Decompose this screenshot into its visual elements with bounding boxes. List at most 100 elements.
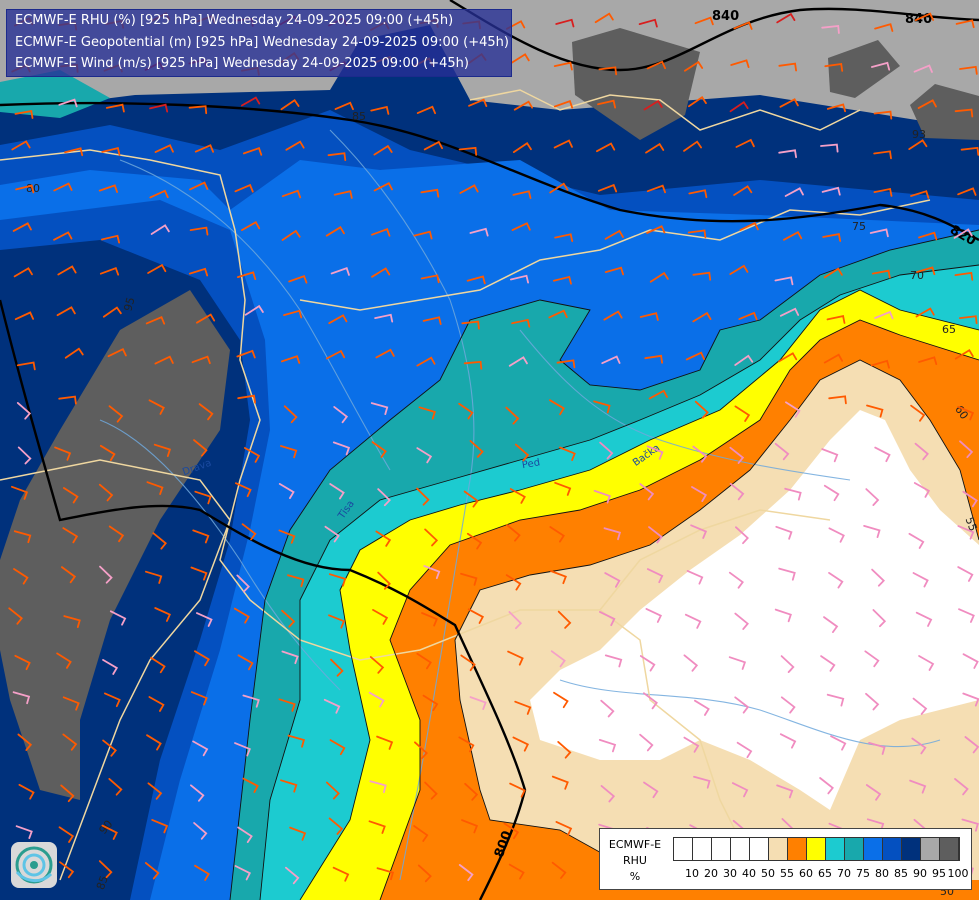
- wind-barb: [638, 18, 658, 28]
- wind-barb: [513, 100, 533, 111]
- wind-barb: [196, 313, 216, 324]
- wind-barb: [12, 222, 32, 232]
- wind-barb: [98, 184, 118, 193]
- wind-barb: [463, 360, 483, 370]
- wind-barb: [865, 488, 880, 506]
- wind-barb: [692, 271, 712, 281]
- legend-tick: 55: [780, 867, 794, 880]
- wind-barb: [374, 313, 394, 323]
- wind-barb: [376, 867, 395, 881]
- wind-barb: [509, 782, 526, 798]
- wind-barb: [146, 734, 162, 751]
- wind-barb: [371, 228, 391, 237]
- wind-barb: [469, 440, 484, 458]
- wind-barb: [58, 826, 75, 843]
- wind-barb: [600, 699, 615, 718]
- wind-barb: [604, 229, 624, 240]
- wind-barb: [15, 825, 33, 839]
- wind-barb: [863, 525, 881, 538]
- wind-barb: [326, 781, 340, 800]
- wind-barb: [418, 406, 436, 420]
- wind-barb: [549, 399, 565, 416]
- legend-swatch: [940, 838, 959, 860]
- wind-barb: [594, 12, 614, 24]
- wind-barb: [152, 532, 167, 550]
- wind-barb: [280, 445, 298, 459]
- wind-barb: [12, 691, 31, 705]
- wind-barb: [821, 25, 840, 34]
- wind-barb: [14, 654, 31, 671]
- wind-barb: [241, 523, 257, 541]
- wind-barb: [958, 608, 975, 623]
- wind-barb: [557, 610, 572, 629]
- wind-barb: [553, 139, 573, 149]
- wind-barb: [59, 861, 75, 879]
- wind-barb: [778, 149, 797, 159]
- wind-barb: [776, 12, 796, 24]
- wind-barb: [190, 784, 205, 802]
- wind-barb: [328, 573, 347, 587]
- wind-barb: [146, 481, 164, 495]
- wind-barb: [648, 389, 668, 400]
- wind-barb: [826, 693, 845, 707]
- wind-barb: [458, 864, 474, 882]
- wind-barb: [329, 739, 346, 756]
- wind-barb: [15, 184, 35, 194]
- wind-barb: [414, 741, 428, 760]
- wind-barb: [241, 220, 261, 231]
- wind-barb: [192, 740, 209, 757]
- wind-barb: [14, 110, 34, 119]
- wind-barb: [954, 108, 974, 118]
- wind-barb: [368, 691, 385, 708]
- wind-barb: [688, 189, 708, 199]
- wind-barb: [731, 782, 749, 798]
- wind-barb: [58, 395, 77, 405]
- wind-barb: [556, 359, 576, 369]
- wind-barb: [234, 865, 252, 881]
- wind-barb: [377, 571, 391, 590]
- wind-barb: [775, 525, 793, 540]
- wind-barb: [596, 142, 616, 153]
- wind-barb: [283, 405, 298, 424]
- wind-barb: [17, 733, 33, 751]
- wind-barb: [188, 267, 209, 277]
- legend-swatch: [712, 838, 731, 860]
- wind-barb: [325, 349, 346, 360]
- ecmwf-logo-icon: [11, 842, 57, 888]
- legend-tick: 20: [704, 867, 718, 880]
- legend-swatch: [769, 838, 788, 860]
- wind-barb: [416, 487, 430, 506]
- wind-barb: [780, 655, 795, 673]
- wind-barb: [593, 489, 611, 504]
- wind-barb: [193, 439, 208, 457]
- wind-barb: [108, 778, 123, 796]
- wind-barb: [778, 352, 798, 363]
- wind-barb: [599, 611, 616, 627]
- rhu-contour-label: 85: [94, 874, 111, 892]
- wind-barb: [870, 359, 890, 369]
- wind-barb: [953, 228, 973, 239]
- wind-barb: [102, 739, 117, 757]
- wind-barb: [8, 607, 23, 625]
- wind-barb: [369, 656, 385, 674]
- wind-barb: [871, 61, 891, 71]
- wind-barb: [11, 140, 31, 151]
- wind-barb: [685, 351, 705, 361]
- wind-barb: [918, 356, 938, 365]
- wind-barb: [784, 187, 804, 197]
- wind-barb: [244, 304, 264, 316]
- wind-barb: [58, 98, 78, 108]
- wind-barb: [424, 781, 438, 800]
- legend-swatch: [807, 838, 826, 860]
- wind-barb: [283, 309, 303, 319]
- wind-barb: [598, 66, 618, 76]
- wind-barb: [553, 61, 573, 71]
- wind-barb: [639, 483, 655, 501]
- wind-barb: [62, 696, 80, 711]
- wind-barb: [646, 60, 666, 70]
- wind-barb: [13, 530, 32, 544]
- wind-barb: [954, 778, 969, 796]
- wind-barb: [774, 608, 792, 623]
- wind-barb: [416, 447, 433, 464]
- wind-barb: [601, 355, 621, 365]
